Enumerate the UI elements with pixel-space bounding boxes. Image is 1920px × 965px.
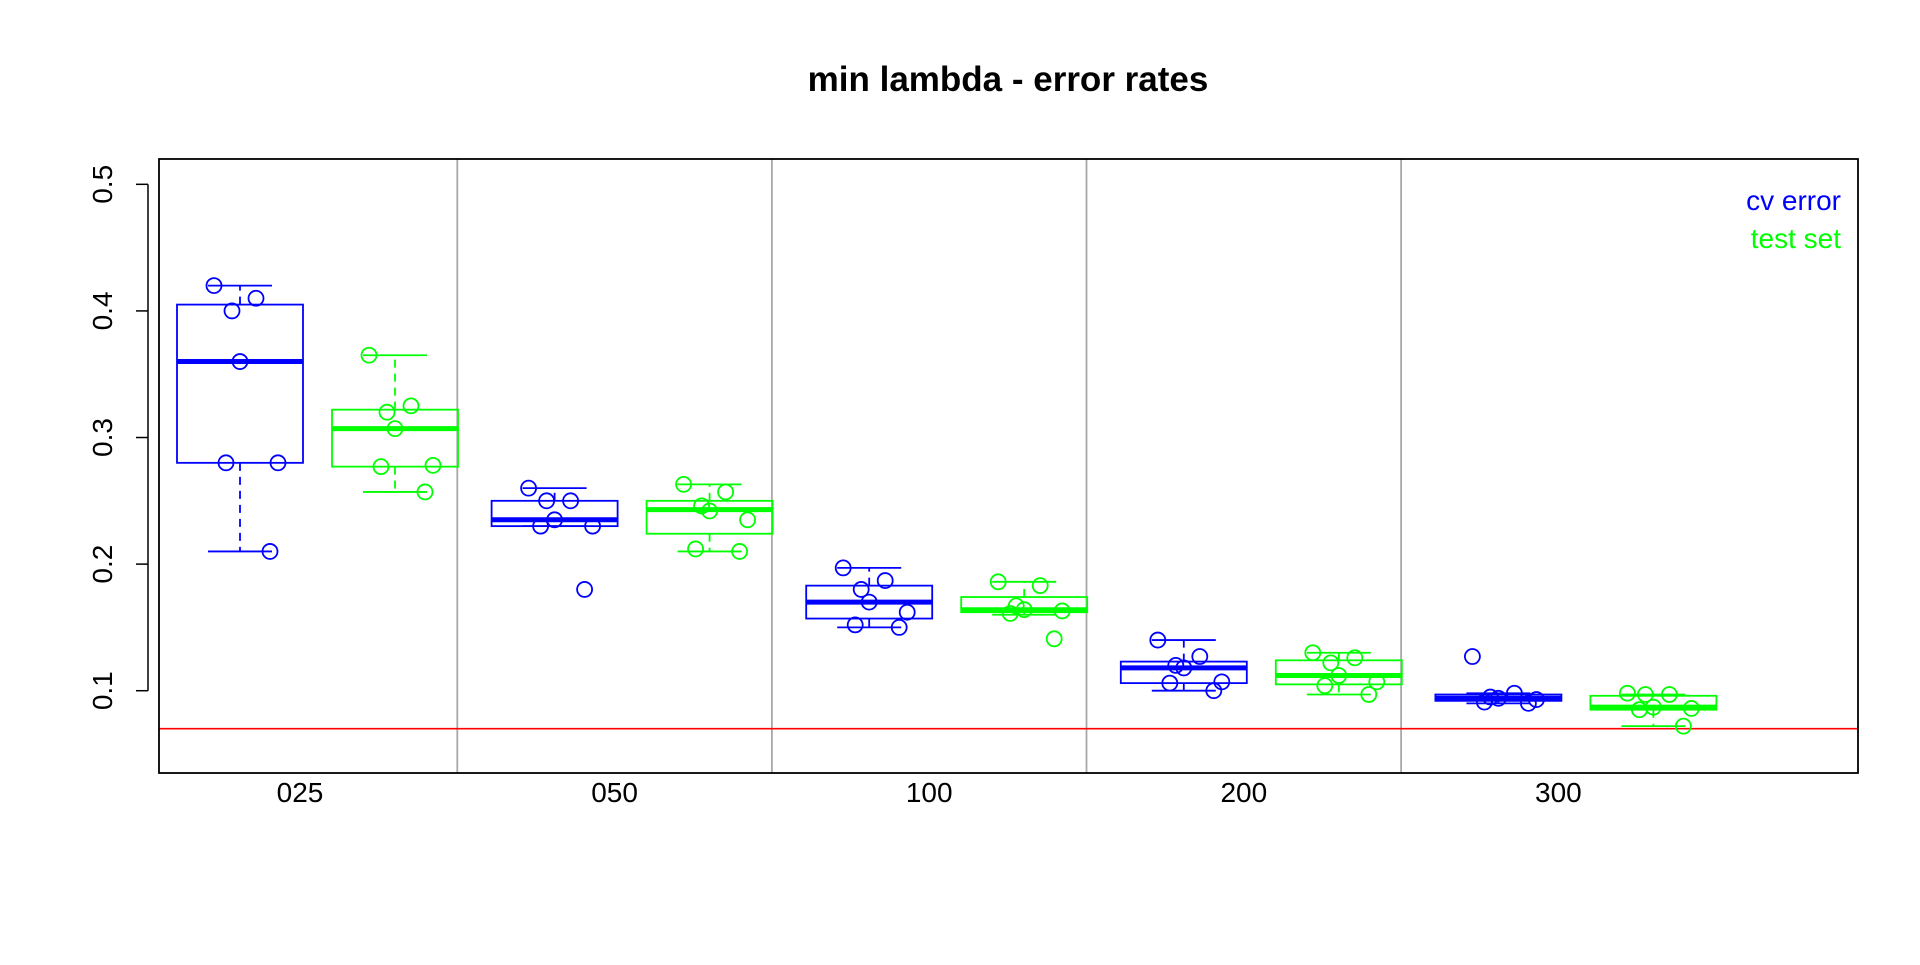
cv-error-data-point [1205,682,1223,700]
cv-error-data-point [217,454,235,472]
x-axis-tick-label: 200 [1220,777,1267,808]
test-set-data-point [386,420,404,438]
cv-error-data-point [1191,648,1209,665]
cv-error-data-point [876,572,894,589]
y-axis-tick-label: 0.5 [87,165,118,204]
test-set-data-point [1346,649,1364,667]
test-set-data-point [1619,684,1636,702]
chart-title: min lambda - error rates [808,60,1209,99]
test-set-box [331,408,459,468]
test-set-data-point [989,573,1007,591]
test-set-data-point [687,540,704,558]
cv-error-data-point [1528,691,1545,708]
cv-error-data-point [1520,694,1537,712]
cv-error-data-point [584,517,601,535]
test-set-data-point [1001,605,1019,622]
cv-error-data-point [532,517,549,535]
test-set-data-point [424,456,442,474]
cv-error-data-point [205,277,223,294]
plot-layer: 0.1 0.2 0.3 0.4 0.5 025 050 100 200 300 [87,159,1858,808]
legend-label-test-set: test set [1751,223,1841,254]
cv-error-data-point [247,289,265,307]
test-set-box [645,499,774,535]
cv-error-data-point [269,454,287,472]
y-axis-tick-label: 0.2 [87,545,118,584]
cv-error-data-point [898,603,916,621]
cv-error-data-point [846,616,864,634]
cv-error-data-point [852,581,870,598]
test-set-data-point [1683,700,1700,717]
test-set-data-point [416,483,434,501]
x-axis-tick-label: 025 [277,777,324,808]
test-set-data-point [378,403,396,421]
cv-error-data-point [1149,631,1167,649]
test-set-data-point [1031,577,1049,595]
test-set-data-point [1304,644,1322,662]
cv-error-box [1119,660,1248,685]
test-set-data-point [372,458,390,476]
test-set-data-point [402,397,420,415]
cv-error-data-point [546,511,563,529]
test-set-data-point [360,346,378,364]
test-set-data-point [731,543,748,560]
y-axis-tick-label: 0.1 [87,671,118,710]
test-set-box [960,596,1089,614]
cv-error-data-point [1161,674,1179,692]
test-set-data-point [1360,686,1378,703]
cv-error-data-point [1175,659,1193,677]
test-set-data-point [1316,677,1334,695]
cv-error-data-point [520,479,537,497]
cv-error-data-point [223,302,241,320]
test-set-data-point [1053,602,1071,620]
cv-error-data-point [562,492,579,510]
cv-error-data-point [860,593,878,611]
test-set-data-point [1631,701,1648,719]
legend-label-cv-error: cv error [1746,185,1841,216]
cv-error-data-point [1506,684,1523,702]
test-set-data-point [739,511,756,529]
cv-error-data-point [890,619,908,636]
test-set-data-point [1637,686,1654,703]
test-set-data-point [1368,673,1386,691]
cv-error-data-point [834,559,852,577]
test-set-data-point [701,502,718,520]
cv-error-data-point [231,353,249,370]
test-set-data-point [675,475,692,493]
cv-error-data-point [538,492,555,510]
test-set-data-point [1675,717,1692,735]
plot-frame [158,158,1859,774]
y-axis-tick-label: 0.4 [87,291,118,330]
test-set-data-point [1661,686,1678,703]
x-axis-tick-label: 300 [1535,777,1582,808]
test-set-data-point [1045,630,1063,648]
test-set-data-point [1330,667,1348,684]
legend: cv error test set [1746,185,1841,254]
cv-error-data-point [1482,688,1499,706]
x-axis-tick-label: 100 [906,777,953,808]
x-axis-tick-label: 050 [591,777,638,808]
cv-error-data-point [1213,673,1231,691]
test-set-data-point [717,483,734,501]
test-set-data-point [1322,654,1340,672]
cv-error-data-point [1464,648,1481,665]
cv-error-data-point [1167,656,1185,674]
cv-error-data-point [576,581,593,598]
cv-error-data-point [1476,693,1493,711]
y-axis-tick-label: 0.3 [87,418,118,457]
cv-error-box [176,303,304,464]
cv-error-data-point [261,543,279,560]
